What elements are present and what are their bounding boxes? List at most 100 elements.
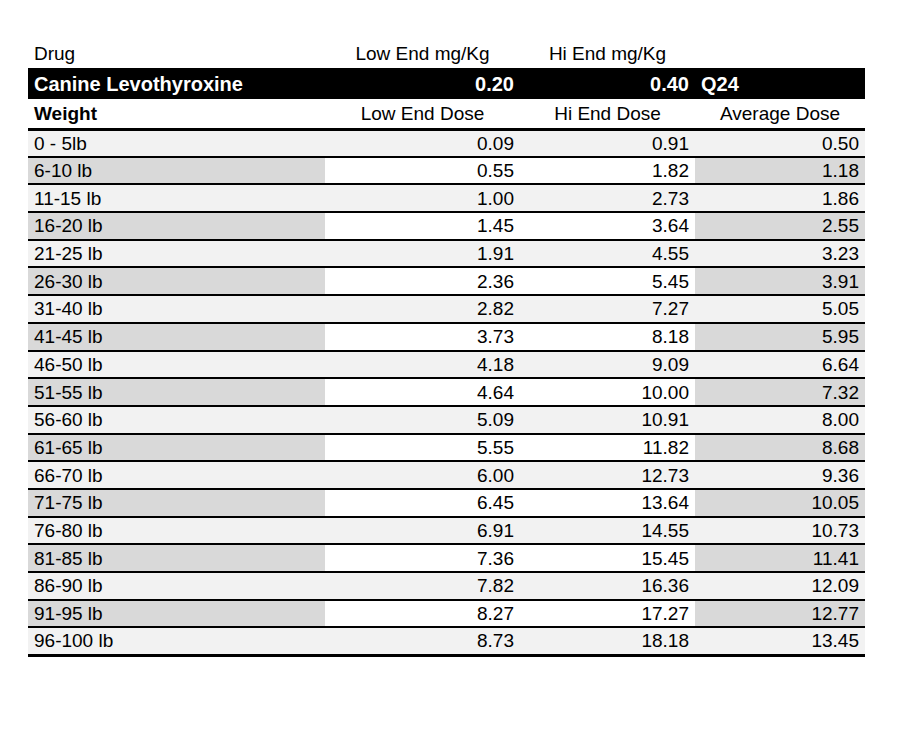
low-dose-cell: 5.55 <box>325 434 520 462</box>
low-dose-cell: 1.91 <box>325 240 520 268</box>
avg-dose-cell: 10.73 <box>695 517 865 545</box>
weight-row: 6-10 lb0.551.821.18 <box>28 157 865 185</box>
weight-cell: 56-60 lb <box>28 406 325 434</box>
weight-row: 21-25 lb1.914.553.23 <box>28 240 865 268</box>
low-dose-cell: 8.27 <box>325 600 520 628</box>
low-dose-cell: 2.36 <box>325 267 520 295</box>
low-end-dose-label: Low End Dose <box>325 99 520 129</box>
hi-dose-cell: 5.45 <box>520 267 695 295</box>
drug-column-label: Drug <box>28 38 325 68</box>
weight-cell: 86-90 lb <box>28 572 325 600</box>
low-dose-cell: 7.36 <box>325 544 520 572</box>
dosing-sheet: Drug Low End mg/Kg Hi End mg/Kg Canine L… <box>0 0 903 735</box>
weight-row: 81-85 lb7.3615.4511.41 <box>28 544 865 572</box>
weight-row: 46-50 lb4.189.096.64 <box>28 351 865 379</box>
weight-cell: 71-75 lb <box>28 489 325 517</box>
avg-dose-cell: 13.45 <box>695 627 865 655</box>
dose-header-row: Weight Low End Dose Hi End Dose Average … <box>28 99 865 129</box>
weight-cell: 16-20 lb <box>28 212 325 240</box>
hi-end-mgkg-label: Hi End mg/Kg <box>520 38 695 68</box>
hi-dose-cell: 4.55 <box>520 240 695 268</box>
weight-row: 41-45 lb3.738.185.95 <box>28 323 865 351</box>
hi-dose-cell: 14.55 <box>520 517 695 545</box>
avg-dose-cell: 1.86 <box>695 184 865 212</box>
low-dose-cell: 1.00 <box>325 184 520 212</box>
low-dose-cell: 3.73 <box>325 323 520 351</box>
drug-low-end-value: 0.20 <box>325 68 520 99</box>
drug-name: Canine Levothyroxine <box>28 68 325 99</box>
weight-cell: 26-30 lb <box>28 267 325 295</box>
weight-cell: 81-85 lb <box>28 544 325 572</box>
avg-dose-cell: 5.05 <box>695 295 865 323</box>
weight-row: 71-75 lb6.4513.6410.05 <box>28 489 865 517</box>
low-dose-cell: 6.00 <box>325 461 520 489</box>
hi-dose-cell: 7.27 <box>520 295 695 323</box>
low-dose-cell: 8.73 <box>325 627 520 655</box>
hi-dose-cell: 10.91 <box>520 406 695 434</box>
hi-dose-cell: 17.27 <box>520 600 695 628</box>
hi-dose-cell: 16.36 <box>520 572 695 600</box>
hi-dose-cell: 10.00 <box>520 378 695 406</box>
drug-hi-end-value: 0.40 <box>520 68 695 99</box>
weight-cell: 31-40 lb <box>28 295 325 323</box>
weight-row: 31-40 lb2.827.275.05 <box>28 295 865 323</box>
weight-cell: 0 - 5lb <box>28 129 325 157</box>
hi-dose-cell: 12.73 <box>520 461 695 489</box>
weight-row: 86-90 lb7.8216.3612.09 <box>28 572 865 600</box>
avg-dose-cell: 3.91 <box>695 267 865 295</box>
dosing-table: Drug Low End mg/Kg Hi End mg/Kg Canine L… <box>28 38 865 657</box>
avg-dose-cell: 3.23 <box>695 240 865 268</box>
weight-cell: 51-55 lb <box>28 378 325 406</box>
drug-frequency: Q24 <box>695 68 865 99</box>
average-dose-label: Average Dose <box>695 99 865 129</box>
avg-dose-cell: 12.09 <box>695 572 865 600</box>
weight-row: 26-30 lb2.365.453.91 <box>28 267 865 295</box>
low-dose-cell: 5.09 <box>325 406 520 434</box>
hi-dose-cell: 11.82 <box>520 434 695 462</box>
drug-header-spacer <box>695 38 865 68</box>
avg-dose-cell: 5.95 <box>695 323 865 351</box>
hi-dose-cell: 13.64 <box>520 489 695 517</box>
weight-cell: 6-10 lb <box>28 157 325 185</box>
weight-cell: 41-45 lb <box>28 323 325 351</box>
weight-cell: 96-100 lb <box>28 627 325 655</box>
low-dose-cell: 2.82 <box>325 295 520 323</box>
hi-dose-cell: 8.18 <box>520 323 695 351</box>
avg-dose-cell: 8.00 <box>695 406 865 434</box>
low-dose-cell: 4.64 <box>325 378 520 406</box>
weight-cell: 76-80 lb <box>28 517 325 545</box>
low-dose-cell: 6.45 <box>325 489 520 517</box>
hi-dose-cell: 1.82 <box>520 157 695 185</box>
weight-cell: 66-70 lb <box>28 461 325 489</box>
hi-end-dose-label: Hi End Dose <box>520 99 695 129</box>
drug-band-row: Canine Levothyroxine 0.20 0.40 Q24 <box>28 68 865 99</box>
avg-dose-cell: 2.55 <box>695 212 865 240</box>
weight-row: 11-15 lb1.002.731.86 <box>28 184 865 212</box>
weight-cell: 91-95 lb <box>28 600 325 628</box>
hi-dose-cell: 0.91 <box>520 129 695 157</box>
avg-dose-cell: 10.05 <box>695 489 865 517</box>
weight-row: 56-60 lb5.0910.918.00 <box>28 406 865 434</box>
weight-row: 0 - 5lb0.090.910.50 <box>28 129 865 157</box>
hi-dose-cell: 3.64 <box>520 212 695 240</box>
drug-header-row: Drug Low End mg/Kg Hi End mg/Kg <box>28 38 865 68</box>
weight-row: 16-20 lb1.453.642.55 <box>28 212 865 240</box>
low-dose-cell: 4.18 <box>325 351 520 379</box>
weight-cell: 11-15 lb <box>28 184 325 212</box>
avg-dose-cell: 9.36 <box>695 461 865 489</box>
weight-row: 66-70 lb6.0012.739.36 <box>28 461 865 489</box>
low-dose-cell: 6.91 <box>325 517 520 545</box>
weight-cell: 46-50 lb <box>28 351 325 379</box>
weight-row: 76-80 lb6.9114.5510.73 <box>28 517 865 545</box>
avg-dose-cell: 0.50 <box>695 129 865 157</box>
hi-dose-cell: 18.18 <box>520 627 695 655</box>
weight-column-label: Weight <box>28 99 325 129</box>
low-end-mgkg-label: Low End mg/Kg <box>325 38 520 68</box>
hi-dose-cell: 15.45 <box>520 544 695 572</box>
avg-dose-cell: 12.77 <box>695 600 865 628</box>
low-dose-cell: 1.45 <box>325 212 520 240</box>
hi-dose-cell: 9.09 <box>520 351 695 379</box>
weight-row: 61-65 lb5.5511.828.68 <box>28 434 865 462</box>
hi-dose-cell: 2.73 <box>520 184 695 212</box>
avg-dose-cell: 7.32 <box>695 378 865 406</box>
